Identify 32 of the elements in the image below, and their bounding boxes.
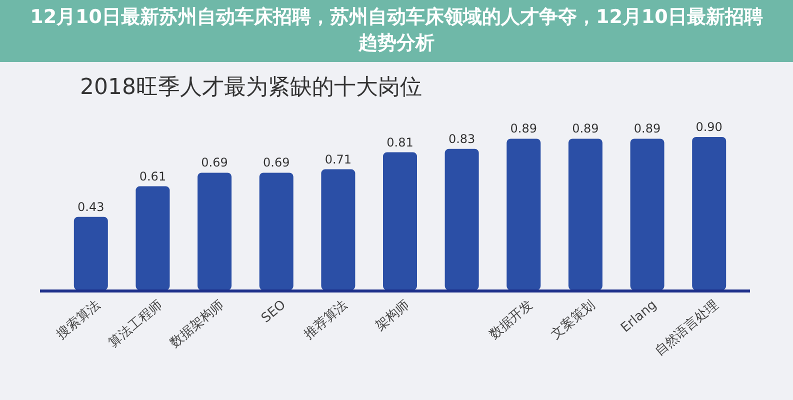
text: 12月10日最新苏州自动车床招聘，苏州自动车床领域的人才争夺，12月10日最新招聘趋势分析 (30, 5, 763, 56)
bar (136, 186, 170, 290)
x-tick-label: 搜索算法 (54, 298, 104, 342)
data-label: 0.69 (263, 156, 290, 170)
x-tick-label: 文案策划 (548, 296, 598, 342)
bar (630, 138, 664, 290)
data-label: 0.43 (78, 200, 104, 214)
x-tick-label: 算法工程师 (106, 298, 166, 351)
bar (198, 172, 232, 290)
chart-title: 2018旺季人才最为紧缺的十大岗位 (80, 75, 422, 100)
bar (444, 148, 479, 290)
bar (321, 169, 356, 290)
x-tick-label: 数据开发 (486, 298, 536, 342)
bar (506, 138, 541, 290)
data-label: 0.83 (448, 132, 476, 146)
bar (259, 172, 294, 290)
bar (568, 138, 602, 290)
data-label: 0.89 (572, 122, 599, 136)
bar (383, 152, 417, 290)
bar (692, 137, 726, 290)
data-label: 0.69 (201, 156, 228, 170)
x-tick-label: 架构师 (373, 298, 413, 334)
data-label: 0.90 (696, 120, 722, 134)
x-tick-label: 推荐算法 (301, 298, 351, 342)
data-label: 0.61 (139, 169, 166, 184)
data-label: 0.89 (510, 122, 537, 136)
bar (74, 216, 108, 290)
x-tick-label: SEO (258, 298, 289, 326)
data-label: 0.81 (386, 135, 414, 150)
x-tick-label: 数据架构师 (168, 298, 228, 351)
data-label: 0.89 (634, 122, 661, 136)
data-label: 0.71 (324, 152, 352, 166)
